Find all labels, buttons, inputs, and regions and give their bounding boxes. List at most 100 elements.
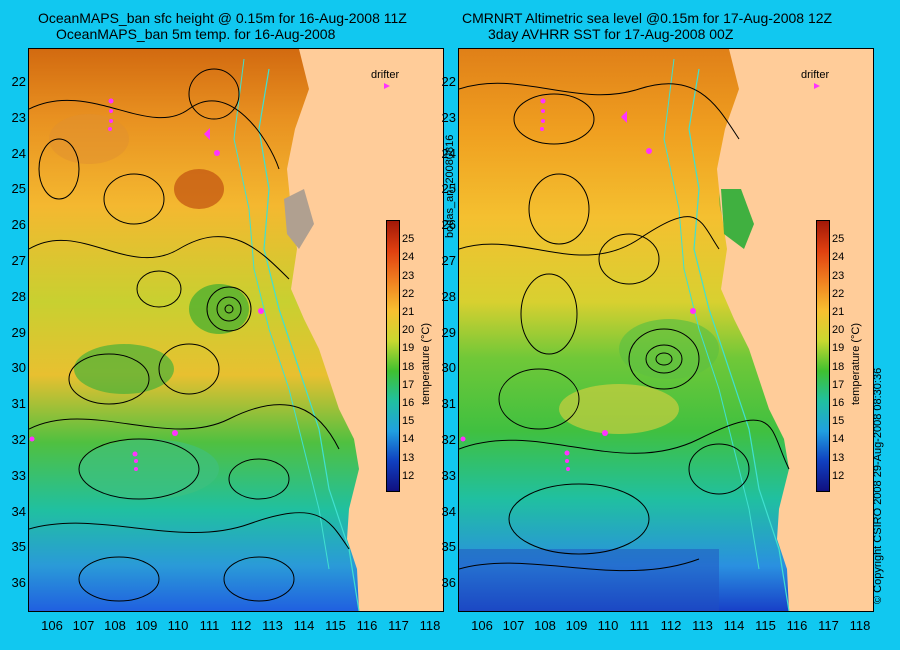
longitude-tick: 107 xyxy=(72,618,95,633)
longitude-tick: 112 xyxy=(230,618,252,633)
latitude-tick: 34 xyxy=(441,503,456,519)
longitude-tick: 106 xyxy=(471,618,493,633)
land-mass xyxy=(717,49,873,611)
latitude-tick: 32 xyxy=(11,432,26,447)
drifter-tracks xyxy=(460,83,820,471)
latitude-tick: 26 xyxy=(441,217,456,233)
longitude-tick: 106 xyxy=(41,618,63,633)
latitude-tick: 28 xyxy=(11,288,26,304)
latitude-tick: 31 xyxy=(11,396,26,412)
latitude-tick: 34 xyxy=(11,503,26,519)
latitude-tick: 28 xyxy=(441,288,456,304)
latitude-tick: 35 xyxy=(11,539,26,555)
left-title-line2: OceanMAPS_ban 5m temp. for 16-Aug-2008 xyxy=(56,26,336,42)
bathymetry-contour-2 xyxy=(233,58,330,570)
land-mass xyxy=(287,49,443,611)
longitude-tick: 114 xyxy=(293,618,315,633)
latitude-tick: 23 xyxy=(441,109,456,125)
right-cbar-tick: 15 xyxy=(832,415,845,427)
left-cbar-tick: 18 xyxy=(402,361,415,373)
left-drifter-label: drifter xyxy=(371,69,400,81)
left-cbar-tick: 23 xyxy=(402,270,415,282)
longitude-tick: 113 xyxy=(692,618,713,633)
right-cbar-tick: 18 xyxy=(832,361,845,373)
right-drifter-label: drifter xyxy=(801,69,830,81)
right-cbar-tick: 21 xyxy=(832,306,845,318)
left-map-panel: drifter xyxy=(28,48,444,612)
drifter-legend-marker xyxy=(814,83,820,89)
longitude-tick: 112 xyxy=(660,618,682,633)
right-cbar-tick: 13 xyxy=(832,452,845,464)
left-cbar-tick: 21 xyxy=(402,306,415,318)
longitude-tick: 113 xyxy=(262,618,283,633)
longitude-tick: 117 xyxy=(818,618,839,633)
latitude-tick: 25 xyxy=(441,181,456,197)
latitude-tick: 22 xyxy=(441,74,456,89)
latitude-tick: 33 xyxy=(11,467,26,483)
left-map-svg xyxy=(29,49,443,611)
right-cbar-tick: 24 xyxy=(832,251,845,263)
left-cbar-tick: 12 xyxy=(402,470,415,482)
longitude-tick: 115 xyxy=(755,618,776,633)
right-cbar-tick: 22 xyxy=(832,288,845,300)
left-cbar-label: temperature (°C) xyxy=(420,322,432,405)
longitude-tick: 117 xyxy=(388,618,409,633)
left-cbar-tick: 25 xyxy=(402,233,415,245)
latitude-tick: 30 xyxy=(441,360,456,376)
latitude-tick: 33 xyxy=(441,467,456,483)
longitude-tick: 109 xyxy=(135,618,158,633)
drifter-legend-marker xyxy=(384,83,390,89)
longitude-tick: 110 xyxy=(597,618,619,633)
left-cbar-tick: 20 xyxy=(402,324,415,336)
left-cbar-tick: 15 xyxy=(402,415,415,427)
left-cbar-tick: 17 xyxy=(402,379,415,391)
longitude-tick: 109 xyxy=(565,618,588,633)
left-cbar-tick: 19 xyxy=(402,342,415,354)
latitude-tick: 24 xyxy=(441,145,456,161)
latitude-tick: 30 xyxy=(11,360,26,376)
longitude-tick: 118 xyxy=(849,618,871,633)
right-title-line1: CMRNRT Altimetric sea level @0.15m for 1… xyxy=(462,10,833,26)
latitude-tick: 27 xyxy=(11,253,26,268)
latitude-tick: 29 xyxy=(11,324,26,340)
longitude-tick: 110 xyxy=(167,618,189,633)
right-map-svg xyxy=(459,49,873,611)
coastal-sst xyxy=(721,189,754,249)
right-cbar-tick: 12 xyxy=(832,470,845,482)
bathymetry-contour xyxy=(258,68,360,611)
right-cbar-tick: 19 xyxy=(832,342,845,354)
right-cbar-tick: 16 xyxy=(832,397,845,409)
bathymetry-contour-2 xyxy=(663,58,760,570)
right-cbar-label: temperature (°C) xyxy=(850,322,862,405)
latitude-tick: 31 xyxy=(441,396,456,412)
left-cbar-tick: 13 xyxy=(402,452,415,464)
right-colorbar xyxy=(816,220,830,492)
right-map-panel: drifter xyxy=(458,48,874,612)
longitude-tick: 111 xyxy=(199,618,220,633)
latitude-tick: 27 xyxy=(441,253,456,268)
latitude-tick: 26 xyxy=(11,217,26,233)
longitude-tick: 108 xyxy=(104,618,126,633)
longitude-tick: 116 xyxy=(786,618,808,633)
latitude-tick: 25 xyxy=(11,181,26,197)
longitude-tick: 116 xyxy=(356,618,378,633)
sea-level-contours xyxy=(29,68,350,602)
left-colorbar xyxy=(386,220,400,492)
latitude-tick: 29 xyxy=(441,324,456,340)
left-cbar-tick: 22 xyxy=(402,288,415,300)
latitude-tick: 36 xyxy=(11,575,26,591)
longitude-tick: 111 xyxy=(629,618,650,633)
longitude-tick: 108 xyxy=(534,618,556,633)
longitude-tick: 107 xyxy=(502,618,525,633)
right-cbar-tick: 20 xyxy=(832,324,845,336)
sea-level-contours xyxy=(459,82,790,572)
longitude-tick: 115 xyxy=(325,618,346,633)
latitude-tick: 35 xyxy=(441,539,456,555)
latitude-tick: 22 xyxy=(11,74,26,89)
latitude-tick: 36 xyxy=(441,575,456,591)
mangrove-area xyxy=(284,189,314,249)
right-cbar-tick: 17 xyxy=(832,379,845,391)
copyright-label: © Copyright CSIRO 2008 29-Aug-2008 08:30… xyxy=(872,367,884,604)
right-cbar-tick: 23 xyxy=(832,270,845,282)
right-cbar-tick: 14 xyxy=(832,433,845,445)
